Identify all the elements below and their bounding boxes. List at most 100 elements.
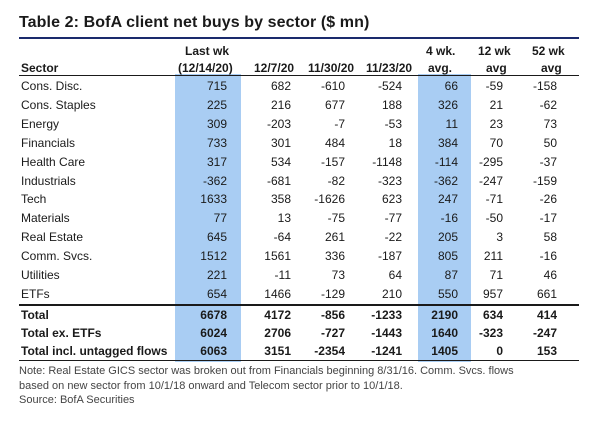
table-cell: -323 [377,174,402,188]
sector-label: Real Estate [21,230,84,244]
sector-label: Tech [21,192,47,206]
table-cell: -187 [377,249,402,263]
table-cell: -62 [539,98,557,112]
sector-label: ETFs [21,287,50,301]
table-cell: 957 [482,287,503,301]
table-cell: 2190 [431,308,458,322]
table-cell: 358 [270,192,291,206]
table-cell: 71 [489,268,503,282]
table-cell: -17 [539,211,557,225]
table-cell: -610 [320,79,345,93]
table-cell: 261 [324,230,345,244]
table-cell: 715 [206,79,227,93]
table-cell: 21 [489,98,503,112]
sector-label: Industrials [21,174,76,188]
table-cell: 23 [489,117,503,131]
table-cell: 3151 [264,344,291,358]
table-cell: 1633 [200,192,227,206]
table-cell: 805 [437,249,458,263]
table-cell: -1241 [371,344,402,358]
table-cell: 1512 [200,249,227,263]
table-cell: 1640 [431,326,458,340]
header-12wk: 12 wk [478,44,511,58]
table-cell: 677 [324,98,345,112]
table-cell: 309 [206,117,227,131]
table-cell: 2706 [264,326,291,340]
sector-label: Cons. Staples [21,98,96,112]
table-cell: 13 [277,211,291,225]
table-cell: -16 [539,249,557,263]
table-cell: -53 [384,117,402,131]
table-cell: 0 [496,344,503,358]
table-cell: 623 [381,192,402,206]
table-cell: 50 [543,136,557,150]
table-cell: -524 [377,79,402,93]
table-cell: 70 [489,136,503,150]
table-cell: -247 [478,174,503,188]
table-cell: -129 [320,287,345,301]
table-cell: -77 [384,211,402,225]
table-cell: -22 [384,230,402,244]
totals-rule [19,304,579,306]
table-cell: 1561 [264,249,291,263]
table-cell: 221 [206,268,227,282]
table-cell: -323 [478,326,503,340]
table-cell: -681 [266,174,291,188]
table-cell: 661 [536,287,557,301]
table-cell: -362 [433,174,458,188]
note-line-1: Note: Real Estate GICS sector was broken… [19,365,514,377]
table-cell: -856 [320,308,345,322]
header-4wk-avg: avg. [428,61,453,75]
table-cell: 384 [437,136,458,150]
table-cell: -295 [478,155,503,169]
header-4wk: 4 wk. [426,44,456,58]
table-cell: 225 [206,98,227,112]
table-cell: 64 [388,268,402,282]
table-cell: -1233 [371,308,402,322]
table-cell: 11 [445,117,458,131]
table-cell: 326 [437,98,458,112]
note-line-3: Source: BofA Securities [19,394,135,406]
title-underline [19,37,579,39]
table-cell: 153 [536,344,557,358]
table-cell: 46 [543,268,557,282]
table-cell: 634 [482,308,503,322]
table-cell: 1405 [431,344,458,358]
table-cell: 18 [388,136,402,150]
table-cell: -727 [320,326,345,340]
bottom-rule [19,360,579,361]
header-last-week-date: (12/14/20) [178,61,233,75]
table-cell: -362 [202,174,227,188]
table-cell: 6678 [200,308,227,322]
table-cell: 77 [213,211,227,225]
sector-label: Comm. Svcs. [21,249,93,263]
sector-label: Energy [21,117,60,131]
table-cell: 484 [324,136,345,150]
header-12-7-20: 12/7/20 [254,61,295,75]
total-row-label: Total [21,308,49,322]
table-cell: 534 [270,155,291,169]
table-cell: -71 [485,192,503,206]
table-cell: -1443 [371,326,402,340]
sector-label: Materials [21,211,70,225]
table-cell: -37 [539,155,557,169]
table-cell: 6024 [200,326,227,340]
header-11-30-20: 11/30/20 [308,61,355,75]
table-cell: 682 [270,79,291,93]
table-cell: 211 [483,249,503,263]
table-cell: -11 [274,268,291,282]
table-cell: -114 [434,155,458,169]
header-52wk-avg: avg [541,61,562,75]
table-title: Table 2: BofA client net buys by sector … [19,14,370,31]
table-cell: 645 [206,230,227,244]
header-12wk-avg: avg [486,61,507,75]
table-cell: 317 [206,155,227,169]
table-cell: -2354 [314,344,345,358]
table-cell: -64 [273,230,291,244]
sector-label: Cons. Disc. [21,79,83,93]
table-cell: -16 [440,211,458,225]
table-cell: -159 [532,174,557,188]
table-cell: -157 [320,155,345,169]
table-cell: 414 [536,308,557,322]
table-cell: -26 [539,192,557,206]
